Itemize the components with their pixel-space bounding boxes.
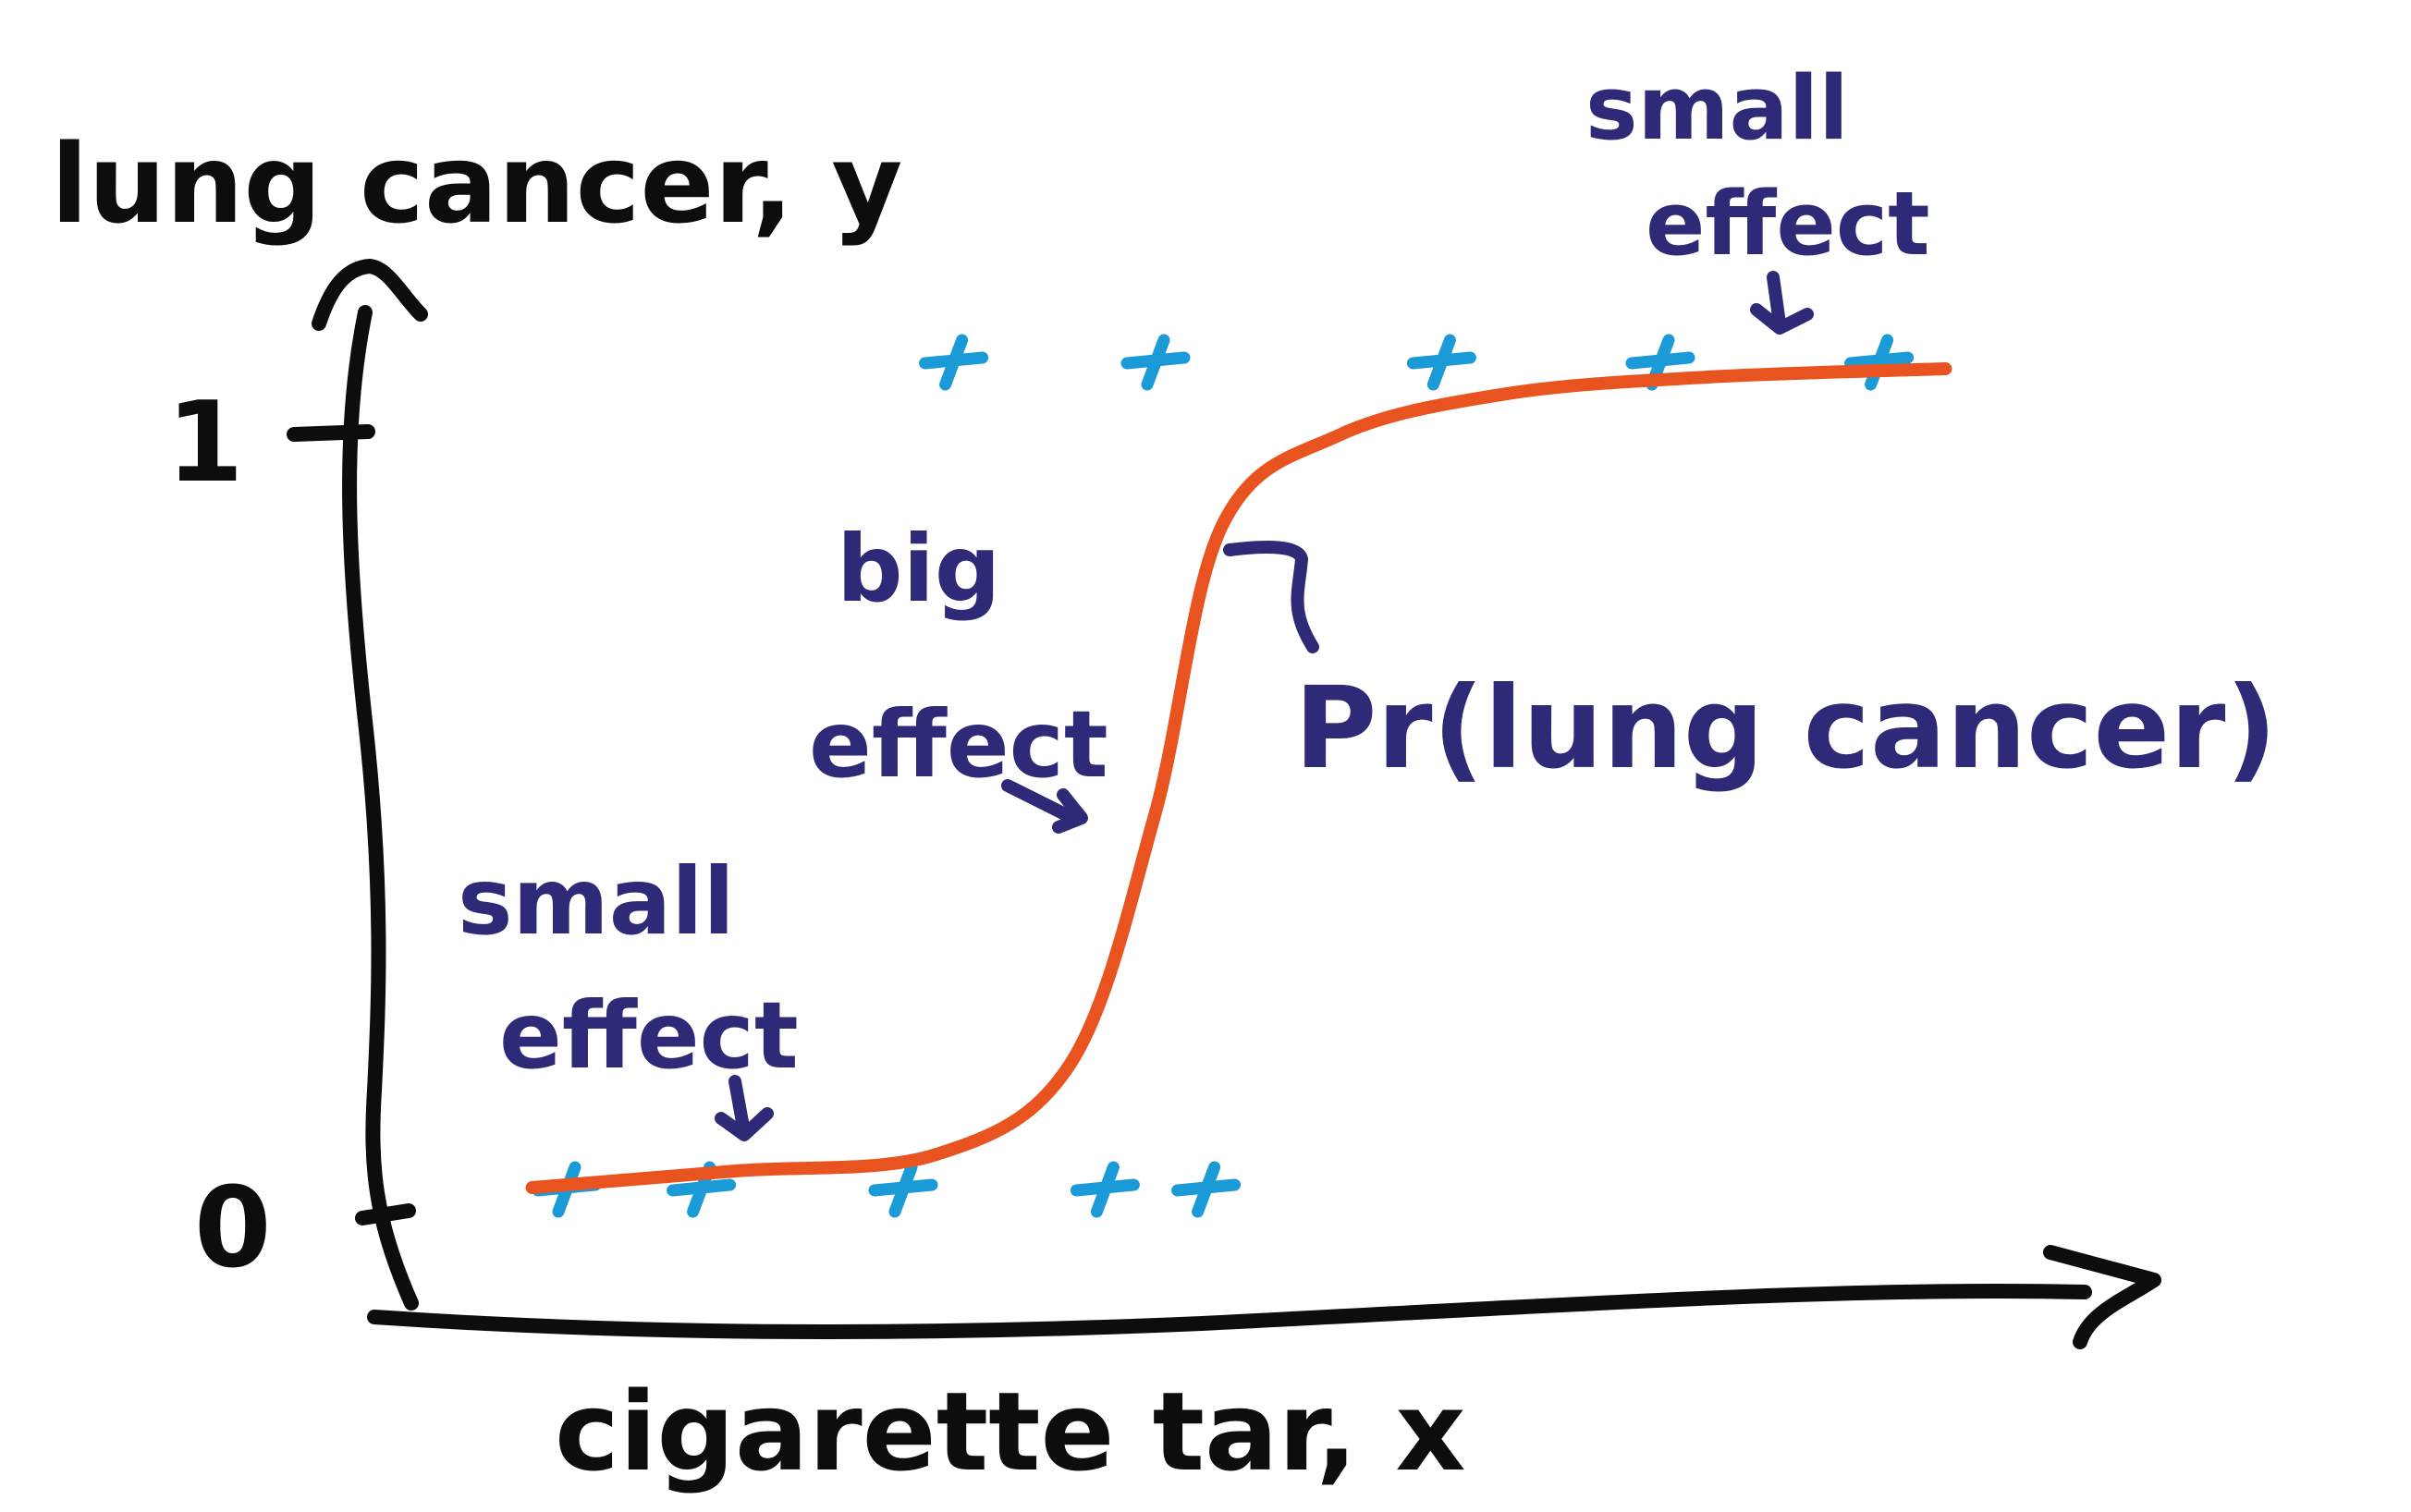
arrow-right-icon xyxy=(1001,779,1088,834)
y-tick-label-bottom: 0 xyxy=(194,1164,272,1293)
data-point-6 xyxy=(1120,334,1191,391)
annotation-small-effect-left-line2: effect xyxy=(499,982,799,1090)
annotation-small-effect-left-line1: small xyxy=(458,847,735,956)
arrow-down-icon xyxy=(1750,271,1814,335)
arrow-down-icon xyxy=(715,1075,774,1141)
annotation-big-effect-line2: effect xyxy=(809,690,1108,799)
y-tick-top xyxy=(287,424,375,442)
annotation-small-effect-right-line1: small xyxy=(1585,58,1849,160)
probability-curve xyxy=(525,361,1952,1194)
annotation-small-effect-right: small effect xyxy=(1585,58,1930,335)
data-point-4 xyxy=(1171,1161,1242,1218)
x-axis-arrowhead-icon xyxy=(2043,1245,2161,1349)
data-point-9 xyxy=(1844,334,1915,391)
y-tick-bottom xyxy=(355,1203,416,1225)
y-tick-label-top: 1 xyxy=(166,379,244,507)
data-point-5 xyxy=(919,334,989,391)
data-points xyxy=(532,334,1915,1218)
curve-label: Pr(lung cancer) xyxy=(1294,663,2277,794)
annotation-big-effect: big effect xyxy=(809,515,1108,834)
data-point-2 xyxy=(868,1161,938,1218)
annotation-small-effect-left: small effect xyxy=(458,847,799,1141)
annotation-big-effect-line1: big xyxy=(837,515,1000,623)
data-point-7 xyxy=(1406,334,1476,391)
y-axis xyxy=(312,259,428,1311)
y-axis-arrowhead-icon xyxy=(312,259,428,331)
data-point-3 xyxy=(1070,1161,1140,1218)
annotation-small-effect-right-line2: effect xyxy=(1646,174,1930,275)
x-axis-label: cigarette tar, x xyxy=(555,1368,1466,1495)
curve-label-pointer xyxy=(1223,541,1319,653)
y-axis-label: lung cancer, y xyxy=(51,120,902,248)
x-axis xyxy=(367,1245,2161,1349)
